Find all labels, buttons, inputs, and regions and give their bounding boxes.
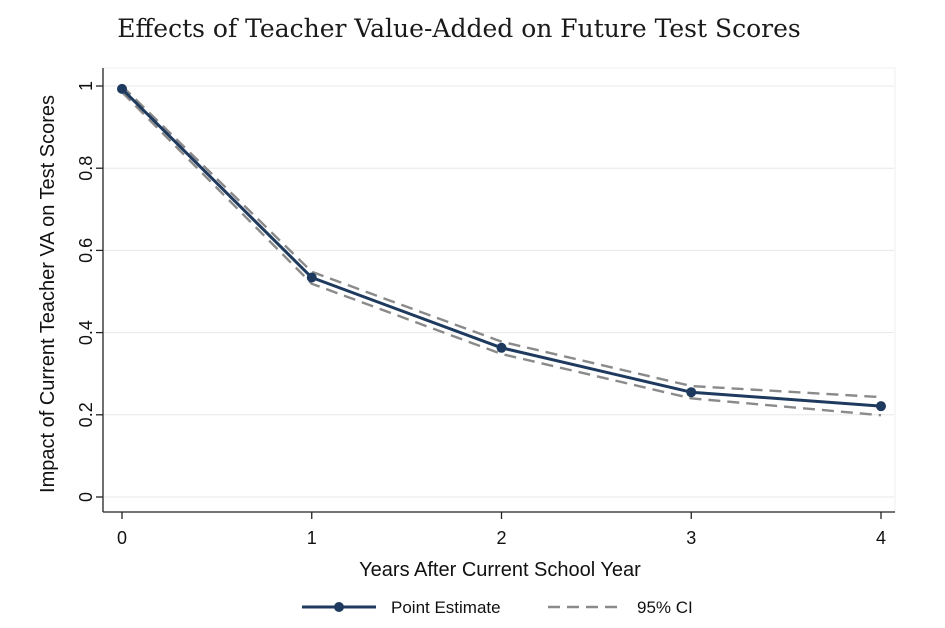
x-tick-label: 0 — [117, 528, 127, 548]
legend-label-point-estimate: Point Estimate — [391, 598, 501, 617]
y-axis-title: Impact of Current Teacher VA on Test Sco… — [37, 95, 59, 493]
legend-marker-point-estimate — [334, 602, 344, 612]
x-axis-title: Years After Current School Year — [359, 559, 641, 581]
y-tick-label: 0.4 — [76, 320, 96, 345]
x-tick-label: 2 — [496, 528, 506, 548]
x-tick-label: 4 — [876, 528, 886, 548]
series-group — [117, 83, 886, 417]
legend-label-95-ci: 95% CI — [637, 598, 693, 617]
legend: Point Estimate 95% CI — [302, 598, 693, 617]
plot-area — [102, 67, 896, 513]
point-estimate-marker — [686, 387, 697, 398]
y-tick-label: 1 — [76, 81, 96, 91]
gridlines — [104, 85, 894, 498]
x-axis-ticks: 0 1 2 3 4 — [117, 512, 886, 548]
point-estimate-marker — [496, 342, 507, 353]
chart-title: Effects of Teacher Value-Added on Future… — [117, 14, 800, 43]
y-tick-label: 0.8 — [76, 156, 96, 181]
point-estimate-marker — [306, 272, 317, 283]
y-tick-label: 0 — [76, 492, 96, 502]
y-tick-label: 0.6 — [76, 238, 96, 263]
y-axis-ticks: 0 0.2 0.4 0.6 0.8 1 — [76, 81, 103, 502]
x-tick-label: 3 — [686, 528, 696, 548]
y-tick-label: 0.2 — [76, 402, 96, 427]
point-estimate-marker — [876, 401, 886, 412]
point-estimate-marker — [117, 83, 127, 94]
series-line-ci-upper — [121, 85, 882, 399]
series-line-ci-lower — [121, 91, 882, 417]
x-tick-label: 1 — [307, 528, 317, 548]
